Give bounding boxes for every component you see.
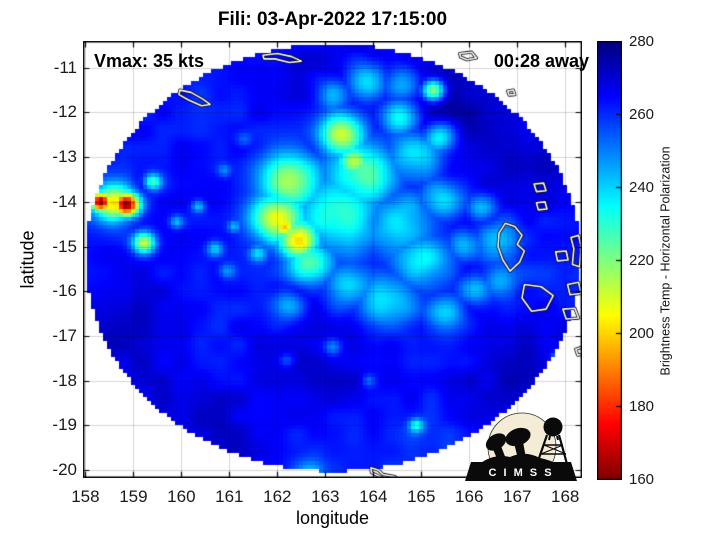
colorbar-label: Brightness Temp - Horizontal Polarizatio… [659, 145, 674, 376]
x-axis-label: longitude [295, 508, 370, 528]
y-tick-label: -17 [52, 325, 77, 345]
colorbar-tick-label: 220 [629, 252, 655, 269]
vmax-annotation: Vmax: 35 kts [94, 51, 205, 71]
x-tick-label: 167 [503, 487, 532, 506]
y-tick-label: -15 [52, 236, 77, 256]
x-tick-label: 165 [407, 487, 436, 506]
x-tick-label: 161 [215, 487, 244, 506]
x-tick-label: 159 [119, 487, 148, 506]
colorbar-tick-label: 240 [629, 179, 655, 196]
cimss-logo: C I M S S [465, 412, 577, 481]
x-tick-label: 168 [551, 487, 580, 506]
y-tick-label: -20 [52, 459, 77, 479]
x-tick-label: 162 [263, 487, 292, 506]
cimss-logo-banner [465, 462, 577, 481]
y-tick-label: -11 [53, 57, 77, 77]
plot-title: Fili: 03-Apr-2022 17:15:00 [217, 9, 448, 30]
y-tick-label: -16 [52, 281, 77, 301]
y-tick-label: -13 [52, 147, 77, 167]
y-tick-label: -14 [52, 191, 77, 211]
plot-area: Vmax: 35 kts 00:28 away [83, 41, 589, 478]
colorbar [597, 41, 622, 480]
brightness-temp-heatmap [83, 41, 582, 478]
colorbar-tick-label: 280 [629, 33, 655, 50]
y-tick-label: -18 [52, 370, 77, 390]
colorbar-tick-label: 180 [629, 398, 655, 415]
x-tick-label: 166 [455, 487, 484, 506]
colorbar-tick-label: 260 [629, 106, 655, 123]
x-tick-label: 163 [311, 487, 340, 506]
time-away-annotation: 00:28 away [493, 51, 589, 71]
x-tick-label: 158 [71, 487, 100, 506]
colorbar-tick-label: 160 [629, 471, 655, 488]
x-tick-label: 164 [359, 487, 388, 506]
y-tick-label: -19 [52, 415, 77, 435]
colorbar-label-wrap: Brightness Temp - Horizontal Polarizatio… [653, 41, 679, 480]
y-tick-label: -12 [52, 102, 77, 122]
x-tick-label: 160 [167, 487, 196, 506]
colorbar-tick-label: 200 [629, 325, 655, 342]
cimss-logo-text: C I M S S [488, 467, 553, 479]
